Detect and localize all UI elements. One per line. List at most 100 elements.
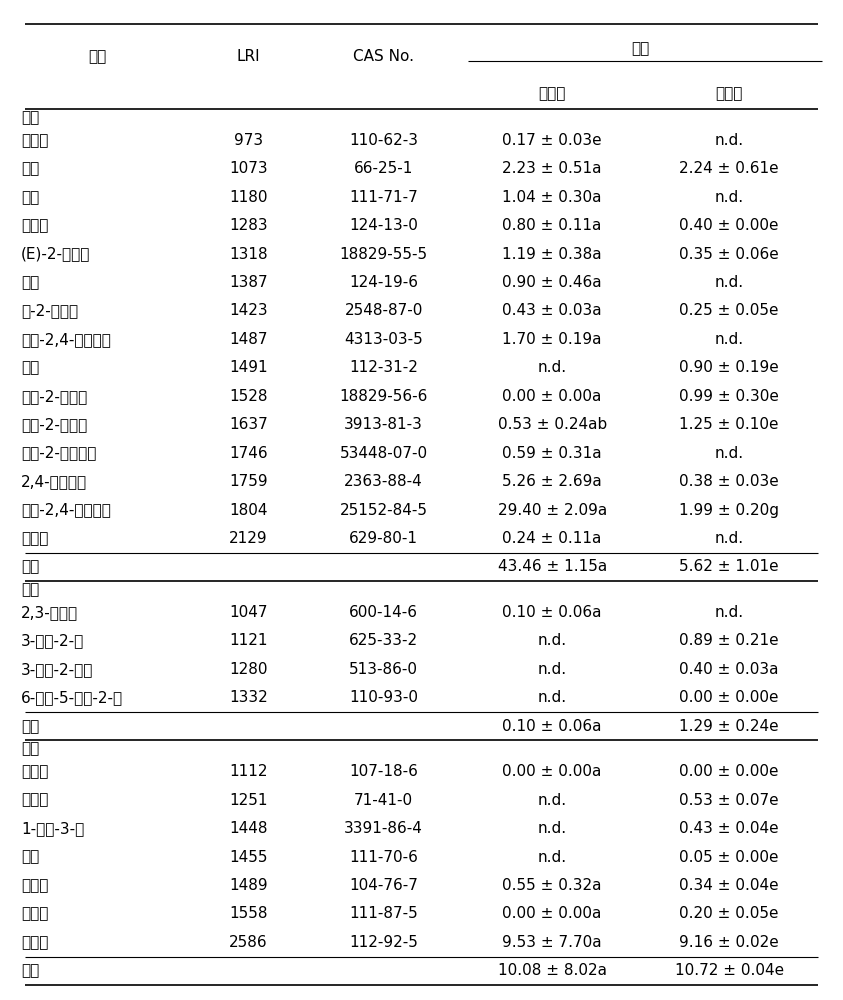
Text: 庚醇: 庚醇 [21, 850, 40, 865]
Text: 反式-2-十一烯醛: 反式-2-十一烯醛 [21, 446, 96, 461]
Text: 正戊醇: 正戊醇 [21, 793, 48, 808]
Text: 小计: 小计 [21, 719, 40, 734]
Text: 1251: 1251 [229, 793, 268, 808]
Text: 110-93-0: 110-93-0 [349, 690, 418, 705]
Text: 1047: 1047 [229, 605, 268, 620]
Text: 反式-2,4-癸二烯醛: 反式-2,4-癸二烯醛 [21, 503, 111, 518]
Text: 0.80 ± 0.11a: 0.80 ± 0.11a [502, 218, 602, 233]
Text: 111-71-7: 111-71-7 [349, 190, 418, 205]
Text: 脱腥后: 脱腥后 [716, 86, 743, 101]
Text: 0.38 ± 0.03e: 0.38 ± 0.03e [679, 474, 779, 489]
Text: 5.26 ± 2.69a: 5.26 ± 2.69a [502, 474, 602, 489]
Text: n.d.: n.d. [538, 360, 566, 375]
Text: 0.24 ± 0.11a: 0.24 ± 0.11a [502, 531, 602, 546]
Text: 629-80-1: 629-80-1 [349, 531, 418, 546]
Text: 29.40 ± 2.09a: 29.40 ± 2.09a [497, 503, 607, 518]
Text: 1637: 1637 [229, 417, 268, 432]
Text: n.d.: n.d. [538, 793, 566, 808]
Text: 0.89 ± 0.21e: 0.89 ± 0.21e [679, 633, 779, 648]
Text: 4313-03-5: 4313-03-5 [344, 332, 423, 347]
Text: 1280: 1280 [229, 662, 268, 677]
Text: 111-87-5: 111-87-5 [349, 906, 418, 921]
Text: 1283: 1283 [229, 218, 268, 233]
Text: 0.00 ± 0.00a: 0.00 ± 0.00a [502, 764, 602, 779]
Text: 对比: 对比 [631, 41, 650, 56]
Text: 醛类: 醛类 [21, 110, 40, 125]
Text: 111-70-6: 111-70-6 [349, 850, 418, 865]
Text: 十六醛: 十六醛 [21, 531, 48, 546]
Text: 0.17 ± 0.03e: 0.17 ± 0.03e [502, 133, 602, 148]
Text: 0.00 ± 0.00a: 0.00 ± 0.00a [502, 389, 602, 404]
Text: 1528: 1528 [229, 389, 268, 404]
Text: 异辛醇: 异辛醇 [21, 878, 48, 893]
Text: 112-31-2: 112-31-2 [349, 360, 418, 375]
Text: 1.19 ± 0.38a: 1.19 ± 0.38a [502, 247, 602, 262]
Text: 反式-2,4-庚二烯醛: 反式-2,4-庚二烯醛 [21, 332, 111, 347]
Text: 1318: 1318 [229, 247, 268, 262]
Text: 18829-56-6: 18829-56-6 [340, 389, 427, 404]
Text: 小计: 小计 [21, 559, 40, 574]
Text: 104-76-7: 104-76-7 [349, 878, 418, 893]
Text: 1.99 ± 0.20g: 1.99 ± 0.20g [679, 503, 779, 518]
Text: 反式-2-壬烯醛: 反式-2-壬烯醛 [21, 389, 88, 404]
Text: 0.25 ± 0.05e: 0.25 ± 0.05e [679, 303, 779, 318]
Text: 壬醛: 壬醛 [21, 275, 40, 290]
Text: 0.00 ± 0.00a: 0.00 ± 0.00a [502, 906, 602, 921]
Text: 0.34 ± 0.04e: 0.34 ± 0.04e [679, 878, 779, 893]
Text: 1558: 1558 [229, 906, 268, 921]
Text: 18829-55-5: 18829-55-5 [340, 247, 427, 262]
Text: n.d.: n.d. [538, 690, 566, 705]
Text: 0.53 ± 0.07e: 0.53 ± 0.07e [679, 793, 779, 808]
Text: 625-33-2: 625-33-2 [349, 633, 418, 648]
Text: 1.04 ± 0.30a: 1.04 ± 0.30a [502, 190, 602, 205]
Text: n.d.: n.d. [715, 190, 744, 205]
Text: 脱腥前: 脱腥前 [539, 86, 566, 101]
Text: 2548-87-0: 2548-87-0 [345, 303, 422, 318]
Text: 1448: 1448 [229, 821, 268, 836]
Text: 1746: 1746 [229, 446, 268, 461]
Text: 1387: 1387 [229, 275, 268, 290]
Text: 庚醛: 庚醛 [21, 190, 40, 205]
Text: 0.59 ± 0.31a: 0.59 ± 0.31a [502, 446, 602, 461]
Text: n.d.: n.d. [715, 275, 744, 290]
Text: 0.35 ± 0.06e: 0.35 ± 0.06e [679, 247, 779, 262]
Text: 110-62-3: 110-62-3 [349, 133, 418, 148]
Text: 酮类: 酮类 [21, 582, 40, 597]
Text: 3913-81-3: 3913-81-3 [344, 417, 423, 432]
Text: 0.00 ± 0.00e: 0.00 ± 0.00e [679, 690, 779, 705]
Text: 1491: 1491 [229, 360, 268, 375]
Text: n.d.: n.d. [715, 133, 744, 148]
Text: 71-41-0: 71-41-0 [354, 793, 413, 808]
Text: 名称: 名称 [88, 49, 106, 64]
Text: 1180: 1180 [229, 190, 268, 205]
Text: 正辛醇: 正辛醇 [21, 906, 48, 921]
Text: 3-羟基-2-丁酮: 3-羟基-2-丁酮 [21, 662, 94, 677]
Text: 1-辛烯-3-醇: 1-辛烯-3-醇 [21, 821, 84, 836]
Text: 0.20 ± 0.05e: 0.20 ± 0.05e [679, 906, 779, 921]
Text: 3-戊烯-2-酮: 3-戊烯-2-酮 [21, 633, 84, 648]
Text: 正戊醛: 正戊醛 [21, 133, 48, 148]
Text: 9.16 ± 0.02e: 9.16 ± 0.02e [679, 935, 779, 950]
Text: 1487: 1487 [229, 332, 268, 347]
Text: 66-25-1: 66-25-1 [354, 161, 413, 176]
Text: n.d.: n.d. [715, 446, 744, 461]
Text: 1804: 1804 [229, 503, 268, 518]
Text: 反-2-辛烯醛: 反-2-辛烯醛 [21, 303, 78, 318]
Text: 1073: 1073 [229, 161, 268, 176]
Text: 112-92-5: 112-92-5 [349, 935, 418, 950]
Text: 十八醇: 十八醇 [21, 935, 48, 950]
Text: 0.43 ± 0.04e: 0.43 ± 0.04e [679, 821, 779, 836]
Text: 1759: 1759 [229, 474, 268, 489]
Text: 10.08 ± 8.02a: 10.08 ± 8.02a [497, 963, 607, 978]
Text: n.d.: n.d. [715, 605, 744, 620]
Text: 973: 973 [234, 133, 263, 148]
Text: 0.05 ± 0.00e: 0.05 ± 0.00e [679, 850, 779, 865]
Text: n.d.: n.d. [538, 662, 566, 677]
Text: LRI: LRI [237, 49, 260, 64]
Text: n.d.: n.d. [538, 821, 566, 836]
Text: 0.99 ± 0.30e: 0.99 ± 0.30e [679, 389, 779, 404]
Text: 10.72 ± 0.04e: 10.72 ± 0.04e [674, 963, 784, 978]
Text: 2586: 2586 [229, 935, 268, 950]
Text: 1121: 1121 [229, 633, 268, 648]
Text: 513-86-0: 513-86-0 [349, 662, 418, 677]
